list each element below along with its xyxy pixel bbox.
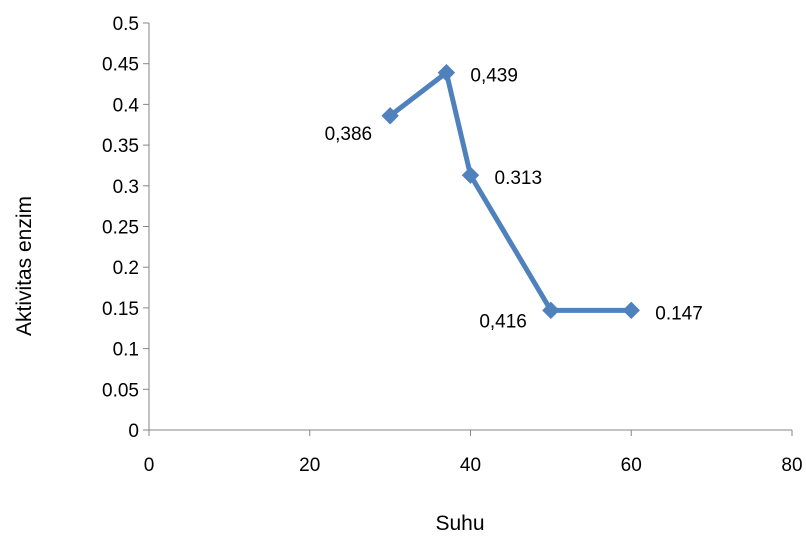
x-tick-label: 20 [299, 455, 320, 476]
series-layer [381, 63, 640, 320]
data-label: 0.147 [655, 303, 703, 324]
y-tick-label: 0.4 [113, 95, 140, 116]
data-point-marker [622, 301, 640, 320]
data-labels: 0,386 0,439 0.313 0,416 0.147 [325, 66, 703, 333]
y-tick-label: 0.5 [113, 14, 139, 35]
data-label: 0,439 [470, 66, 518, 87]
x-axis-title: Suhu [435, 512, 484, 535]
y-tick-label: 0.1 [113, 340, 139, 361]
x-tick-label: 40 [460, 455, 481, 476]
y-tick-label: 0.25 [102, 218, 139, 239]
data-label: 0.313 [495, 168, 543, 189]
x-tick-label: 0 [144, 455, 155, 476]
series-line [387, 70, 634, 313]
y-tick-label: 0.05 [102, 380, 139, 401]
y-tick-label: 0 [128, 421, 139, 442]
y-axis-title: Aktivitas enzim [13, 196, 36, 336]
y-tick-label: 0.15 [102, 299, 139, 320]
y-tick-label: 0.35 [102, 136, 139, 157]
y-tick-label: 0.45 [102, 55, 139, 76]
data-point-marker [381, 107, 399, 125]
data-label: 0,386 [325, 124, 373, 145]
axes: 0 0.05 0.1 0.15 0.2 0.25 0.3 0.35 0.4 0.45 0.5 0 20 4… [102, 14, 803, 476]
y-tick-label: 0.3 [113, 177, 139, 198]
x-tick-label: 80 [781, 455, 802, 476]
x-tick-label: 60 [621, 455, 642, 476]
data-point-marker [437, 63, 456, 82]
data-label: 0,416 [479, 311, 527, 332]
data-point-marker [542, 301, 560, 320]
y-tick-label: 0.2 [113, 258, 139, 279]
data-point-marker [461, 166, 480, 184]
